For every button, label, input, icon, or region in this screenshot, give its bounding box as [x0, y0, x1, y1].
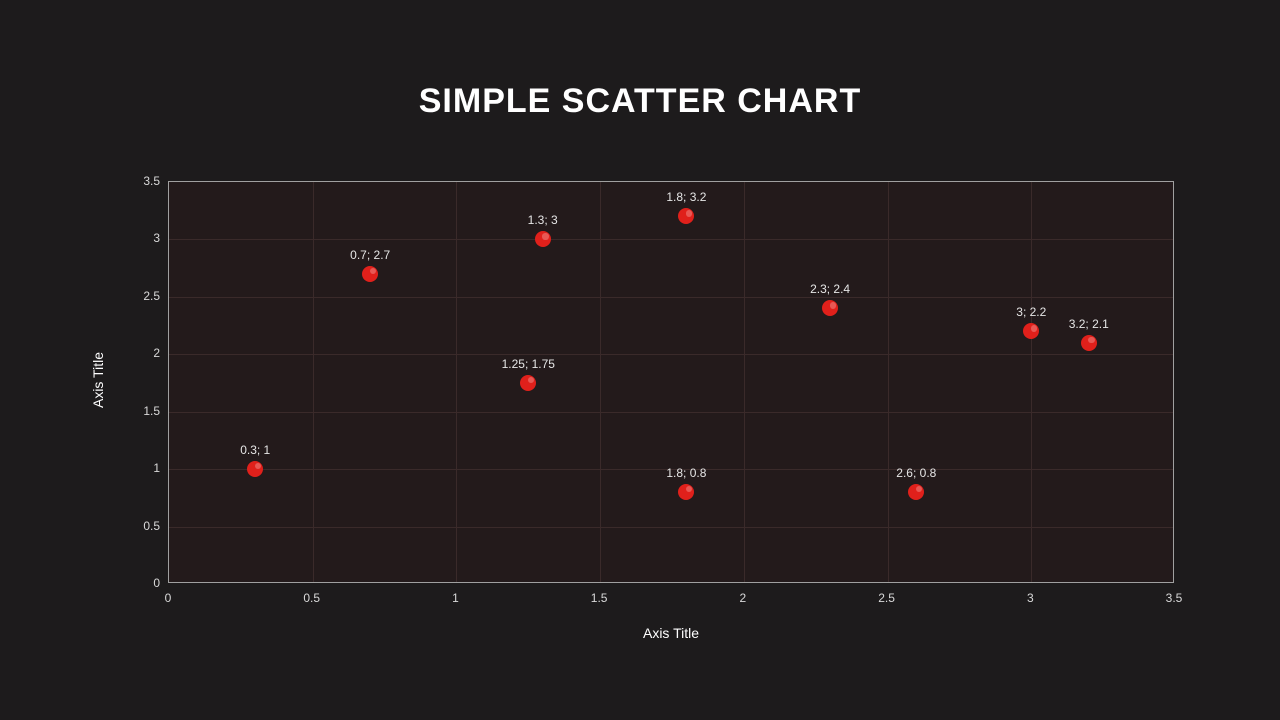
gridline-horizontal	[169, 527, 1173, 528]
scatter-point	[247, 461, 263, 477]
scatter-point-label: 1.25; 1.75	[502, 357, 555, 371]
scatter-point	[362, 266, 378, 282]
gridline-horizontal	[169, 412, 1173, 413]
scatter-point-label: 0.3; 1	[240, 443, 270, 457]
x-tick-label: 2.5	[878, 591, 895, 605]
gridline-vertical	[313, 182, 314, 582]
x-tick-label: 1.5	[591, 591, 608, 605]
scatter-plot-area: 0.3; 1 0.7; 2.7 1.25; 1.75 1.3; 3 1.8; 0.8 1.…	[168, 181, 1174, 583]
x-tick-label: 3	[1027, 591, 1034, 605]
scatter-point-label: 1.8; 3.2	[666, 190, 706, 204]
gridline-vertical	[1031, 182, 1032, 582]
y-tick-label: 1	[120, 461, 160, 475]
y-tick-label: 1.5	[120, 404, 160, 418]
y-tick-label: 2	[120, 346, 160, 360]
scatter-point	[1023, 323, 1039, 339]
gridline-horizontal	[169, 354, 1173, 355]
scatter-point	[908, 484, 924, 500]
x-tick-label: 1	[452, 591, 459, 605]
x-tick-label: 2	[740, 591, 747, 605]
x-tick-label: 0	[165, 591, 172, 605]
y-tick-label: 2.5	[120, 289, 160, 303]
y-axis-label: Axis Title	[90, 179, 106, 581]
scatter-point-label: 0.7; 2.7	[350, 248, 390, 262]
scatter-point-label: 2.6; 0.8	[896, 466, 936, 480]
scatter-point-label: 1.3; 3	[528, 213, 558, 227]
gridline-horizontal	[169, 239, 1173, 240]
scatter-point	[822, 300, 838, 316]
scatter-point	[1081, 335, 1097, 351]
x-axis-label: Axis Title	[168, 625, 1174, 641]
y-tick-label: 3	[120, 231, 160, 245]
gridline-vertical	[456, 182, 457, 582]
gridline-vertical	[600, 182, 601, 582]
scatter-point	[678, 484, 694, 500]
scatter-point-label: 2.3; 2.4	[810, 282, 850, 296]
scatter-point	[535, 231, 551, 247]
scatter-point-label: 3; 2.2	[1016, 305, 1046, 319]
gridline-horizontal	[169, 297, 1173, 298]
scatter-point-label: 1.8; 0.8	[666, 466, 706, 480]
chart-title: SIMPLE SCATTER CHART	[0, 82, 1280, 121]
gridline-vertical	[888, 182, 889, 582]
scatter-point	[678, 208, 694, 224]
gridline-vertical	[744, 182, 745, 582]
scatter-point-label: 3.2; 2.1	[1069, 317, 1109, 331]
x-tick-label: 0.5	[303, 591, 320, 605]
x-tick-label: 3.5	[1166, 591, 1183, 605]
scatter-point	[520, 375, 536, 391]
y-tick-label: 0.5	[120, 519, 160, 533]
y-tick-label: 0	[120, 576, 160, 590]
y-tick-label: 3.5	[120, 174, 160, 188]
